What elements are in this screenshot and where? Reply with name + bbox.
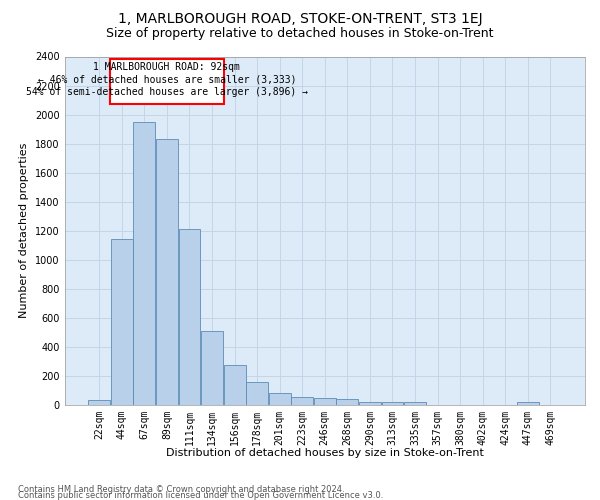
Bar: [359, 402, 381, 404]
Bar: [404, 402, 426, 404]
Text: 1 MARLBOROUGH ROAD: 92sqm: 1 MARLBOROUGH ROAD: 92sqm: [94, 62, 241, 72]
Bar: [156, 139, 178, 404]
Bar: [88, 400, 110, 404]
Bar: [201, 330, 223, 404]
Bar: [382, 402, 403, 404]
Text: 54% of semi-detached houses are larger (3,896) →: 54% of semi-detached houses are larger (…: [26, 87, 308, 97]
Bar: [224, 364, 245, 405]
Bar: [314, 398, 336, 404]
Bar: [337, 399, 358, 404]
Text: Contains HM Land Registry data © Crown copyright and database right 2024.: Contains HM Land Registry data © Crown c…: [18, 484, 344, 494]
Y-axis label: Number of detached properties: Number of detached properties: [19, 143, 29, 318]
X-axis label: Distribution of detached houses by size in Stoke-on-Trent: Distribution of detached houses by size …: [166, 448, 484, 458]
Bar: [292, 398, 313, 404]
Bar: [269, 393, 290, 404]
Bar: [179, 229, 200, 404]
Text: Contains public sector information licensed under the Open Government Licence v3: Contains public sector information licen…: [18, 490, 383, 500]
Bar: [111, 238, 133, 404]
Bar: [110, 58, 224, 104]
Text: 1, MARLBOROUGH ROAD, STOKE-ON-TRENT, ST3 1EJ: 1, MARLBOROUGH ROAD, STOKE-ON-TRENT, ST3…: [118, 12, 482, 26]
Text: Size of property relative to detached houses in Stoke-on-Trent: Size of property relative to detached ho…: [106, 28, 494, 40]
Text: ← 46% of detached houses are smaller (3,333): ← 46% of detached houses are smaller (3,…: [38, 74, 296, 85]
Bar: [133, 122, 155, 405]
Bar: [246, 382, 268, 404]
Bar: [517, 402, 539, 404]
